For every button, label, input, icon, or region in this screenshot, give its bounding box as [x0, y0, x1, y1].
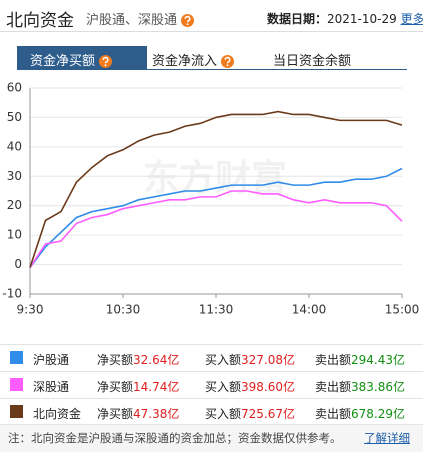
watermark: 东方财富 — [143, 157, 287, 199]
summary-cell: 卖出额678.29亿 — [315, 405, 405, 422]
summary-unit: 亿 — [283, 353, 296, 367]
legend-swatch — [10, 351, 23, 364]
summary-value: 725.67 — [241, 407, 284, 421]
more-link[interactable]: 更多 — [400, 12, 423, 26]
summary-value: 383.86 — [351, 380, 394, 394]
y-tick-label: -10 — [2, 287, 22, 301]
summary-row: 深股通 净买额14.74亿 买入额398.60亿 卖出额383.86亿 — [0, 371, 423, 398]
x-tick-label: 9:30 — [17, 303, 44, 317]
date-label: 数据日期： — [267, 12, 328, 26]
summary-cell: 卖出额294.43亿 — [315, 351, 405, 368]
summary-unit: 亿 — [393, 353, 406, 367]
summary-value: 294.43 — [351, 353, 394, 367]
summary-cell: 净买额14.74亿 — [97, 378, 179, 395]
summary-label: 净买额 — [97, 353, 134, 367]
y-tick-label: 30 — [7, 169, 22, 183]
note-link[interactable]: 了解详细 — [364, 431, 410, 445]
summary-table: 沪股通 净买额32.64亿 买入额327.08亿 卖出额294.43亿 深股通 净买额14… — [0, 344, 423, 424]
y-tick-label: 50 — [7, 110, 22, 124]
summary-unit: 亿 — [167, 407, 180, 421]
y-tick-label: 0 — [14, 257, 22, 271]
date-value: 2021-10-29 — [327, 12, 397, 26]
x-tick-label: 11:30 — [199, 303, 234, 317]
summary-cell: 买入额725.67亿 — [205, 405, 295, 422]
help-icon[interactable] — [181, 14, 195, 27]
tab[interactable]: 当日资金余额 — [273, 54, 352, 69]
subtitle-text: 沪股通、深股通 — [86, 13, 178, 28]
summary-label: 净买额 — [97, 380, 134, 394]
help-icon[interactable] — [221, 55, 235, 68]
x-tick-label: 15:00 — [385, 303, 420, 317]
chart: 东方财富 -10 0 10 20 30 40 50 60 9:30 10:30 11:30 14:00… — [2, 81, 420, 317]
tab[interactable]: 资金净买额 — [30, 50, 113, 69]
summary-value: 327.08 — [241, 353, 284, 367]
summary-label: 卖出额 — [315, 353, 352, 367]
y-tick-label: 20 — [7, 198, 22, 212]
legend-name: 北向资金 — [33, 407, 82, 421]
summary-row: 沪股通 净买额32.64亿 买入额327.08亿 卖出额294.43亿 — [0, 344, 423, 371]
y-tick-label: 40 — [7, 139, 22, 153]
summary-label: 卖出额 — [315, 407, 352, 421]
legend-swatch — [10, 405, 23, 418]
tab-active-bg[interactable] — [17, 46, 147, 69]
summary-label: 买入额 — [205, 353, 242, 367]
date: 数据日期：2021-10-29 更多 — [267, 10, 423, 27]
series-line — [29, 110, 403, 268]
summary-cell: 买入额398.60亿 — [205, 378, 295, 395]
summary-value: 47.38 — [133, 407, 168, 421]
note: 注：北向资金是沪股通与深股通的资金加总；资金数据仅供参考。 — [8, 431, 342, 445]
note-bar — [0, 424, 423, 452]
title: 北向资金 — [6, 11, 74, 31]
x-tick-label: 14:00 — [292, 303, 327, 317]
summary-value: 678.29 — [351, 407, 394, 421]
summary-unit: 亿 — [393, 407, 406, 421]
summary-label: 买入额 — [205, 407, 242, 421]
tab[interactable]: 资金净流入 — [152, 50, 235, 69]
y-tick-label: 10 — [7, 228, 22, 242]
x-tick-label: 10:30 — [106, 303, 141, 317]
divider — [0, 31, 423, 32]
summary-unit: 亿 — [167, 353, 180, 367]
summary-label: 卖出额 — [315, 380, 352, 394]
summary-cell: 净买额32.64亿 — [97, 351, 179, 368]
series-line — [29, 190, 403, 268]
summary-unit: 亿 — [167, 380, 180, 394]
tab-underline — [17, 69, 407, 70]
legend-name: 深股通 — [33, 380, 70, 394]
summary-value: 14.74 — [133, 380, 168, 394]
tab-label[interactable]: 资金净买额 — [30, 54, 96, 69]
legend-swatch — [10, 378, 23, 391]
summary-value: 32.64 — [133, 353, 168, 367]
help-icon[interactable] — [99, 55, 113, 68]
y-tick-label: 60 — [7, 81, 22, 95]
tab-label[interactable]: 资金净流入 — [152, 54, 218, 69]
series-line — [29, 167, 403, 268]
summary-cell: 卖出额383.86亿 — [315, 378, 405, 395]
summary-cell: 买入额327.08亿 — [205, 351, 295, 368]
subtitle: 沪股通、深股通 — [86, 9, 195, 28]
summary-unit: 亿 — [283, 407, 296, 421]
summary-unit: 亿 — [393, 380, 406, 394]
summary-cell: 净买额47.38亿 — [97, 405, 179, 422]
legend-name: 沪股通 — [33, 353, 70, 367]
summary-label: 买入额 — [205, 380, 242, 394]
summary-label: 净买额 — [97, 407, 134, 421]
summary-row: 北向资金 净买额47.38亿 买入额725.67亿 卖出额678.29亿 — [0, 398, 423, 425]
summary-value: 398.60 — [241, 380, 284, 394]
summary-unit: 亿 — [283, 380, 296, 394]
